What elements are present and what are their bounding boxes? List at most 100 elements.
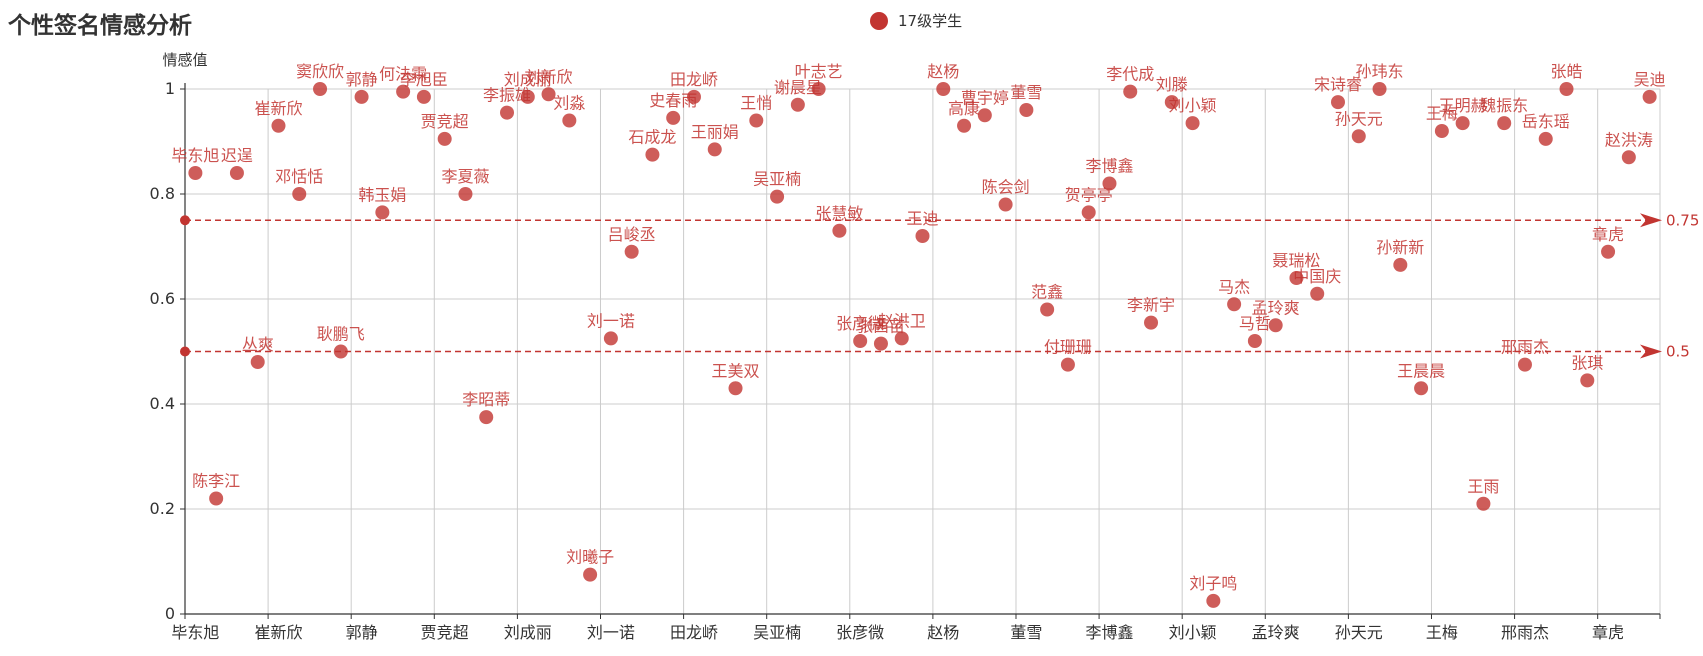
x-tick-label: 孙天元 bbox=[1335, 623, 1383, 642]
data-point-label: 聂瑞松 bbox=[1272, 251, 1320, 270]
data-point-label: 史春雨 bbox=[649, 91, 697, 110]
data-point-label: 王悄 bbox=[740, 94, 772, 113]
data-point-label: 贺亭亭 bbox=[1065, 185, 1113, 204]
data-point-label: 吴迪 bbox=[1634, 70, 1666, 89]
data-point bbox=[1580, 373, 1595, 388]
data-point-label: 王明赫 bbox=[1439, 96, 1487, 115]
data-point-label: 迟逞 bbox=[221, 146, 253, 165]
data-point bbox=[1019, 103, 1034, 117]
data-point bbox=[1040, 302, 1055, 317]
data-point bbox=[437, 131, 452, 146]
data-point bbox=[977, 108, 992, 123]
data-point-label: 王迪 bbox=[906, 209, 938, 228]
data-point bbox=[811, 82, 826, 96]
data-point bbox=[229, 166, 244, 180]
data-point bbox=[1206, 593, 1221, 608]
data-point bbox=[1621, 150, 1636, 165]
data-point-label: 章虎 bbox=[1592, 225, 1624, 244]
data-point-label: 孟玲爽 bbox=[1252, 298, 1300, 317]
data-point-label: 王丽娟 bbox=[691, 122, 739, 141]
data-point-label: 马哲 bbox=[1239, 314, 1271, 333]
y-tick-label: 0.6 bbox=[150, 289, 175, 308]
y-axis-label: 情感值 bbox=[162, 51, 207, 69]
data-point bbox=[853, 334, 868, 348]
data-point bbox=[292, 187, 307, 201]
data-point bbox=[1123, 84, 1138, 99]
data-point bbox=[1393, 257, 1408, 272]
data-point bbox=[1372, 82, 1387, 96]
data-point bbox=[396, 84, 411, 99]
data-point-label: 何法霖 bbox=[379, 65, 427, 84]
data-point bbox=[749, 113, 764, 128]
data-point-label: 李昭蒂 bbox=[462, 390, 510, 409]
data-point-label: 刘滕 bbox=[1156, 75, 1188, 94]
data-point bbox=[1538, 131, 1553, 146]
data-point bbox=[1455, 116, 1470, 131]
data-point-label: 李夏薇 bbox=[441, 167, 489, 186]
legend[interactable]: 17级学生 bbox=[870, 10, 962, 31]
markline-label: 0.75 bbox=[1666, 211, 1699, 229]
data-point-label: 付珊珊 bbox=[1044, 338, 1092, 357]
markline-layer: 0.75 0.5 bbox=[180, 211, 1699, 361]
x-tick-label: 刘小颖 bbox=[1169, 623, 1217, 642]
x-tick-label: 章虎 bbox=[1592, 623, 1624, 642]
data-point bbox=[666, 110, 681, 125]
data-point bbox=[1601, 244, 1616, 259]
data-point-label: 李振雄 bbox=[483, 86, 531, 105]
data-point-label: 马杰 bbox=[1218, 277, 1250, 296]
data-point-label: 刘子鸣 bbox=[1189, 574, 1237, 593]
data-point-label: 丛爽 bbox=[242, 335, 274, 354]
data-point-label: 张慧敏 bbox=[815, 204, 863, 223]
data-point bbox=[770, 189, 785, 204]
data-point-label: 李代成 bbox=[1106, 65, 1154, 84]
data-point-label: 窦欣欣 bbox=[296, 62, 344, 81]
data-point bbox=[645, 147, 660, 162]
data-point bbox=[188, 166, 203, 180]
data-point-label: 孙玮东 bbox=[1356, 62, 1404, 81]
data-point bbox=[1414, 381, 1429, 396]
data-point-label: 张琪 bbox=[1571, 353, 1603, 372]
data-point-label: 王雨 bbox=[1467, 477, 1499, 496]
data-point bbox=[873, 336, 888, 351]
data-point bbox=[313, 82, 328, 96]
x-tick-label: 赵杨 bbox=[927, 623, 959, 642]
data-point bbox=[416, 89, 431, 104]
data-point-label: 谢晨星 bbox=[774, 78, 822, 97]
data-point bbox=[271, 118, 286, 133]
data-point bbox=[479, 410, 494, 425]
data-point-label: 张皓 bbox=[1551, 62, 1583, 81]
data-point-label: 刘曦子 bbox=[566, 548, 614, 567]
x-tick-label: 田龙峤 bbox=[670, 623, 718, 642]
data-point bbox=[458, 187, 473, 201]
data-point bbox=[728, 381, 743, 396]
data-point-label: 王美双 bbox=[712, 361, 760, 380]
data-point bbox=[562, 113, 577, 128]
data-point bbox=[915, 229, 930, 243]
data-point-label: 赵洪涛 bbox=[1605, 130, 1653, 149]
x-tick-label: 李博鑫 bbox=[1085, 623, 1133, 642]
data-point bbox=[1642, 89, 1657, 104]
data-point-label: 邓恬恬 bbox=[275, 167, 323, 186]
data-point-label: 石成龙 bbox=[628, 128, 676, 147]
x-tick-label: 崔新欣 bbox=[254, 623, 302, 642]
data-point-label: 李旭臣 bbox=[400, 70, 448, 89]
data-point bbox=[1289, 271, 1304, 285]
data-point bbox=[707, 142, 722, 157]
data-point bbox=[583, 567, 598, 582]
x-tick-label: 郭静 bbox=[346, 623, 378, 642]
data-point-label: 张茜苗 bbox=[857, 317, 905, 336]
data-point bbox=[1268, 318, 1283, 333]
data-point-label: 刘新欣 bbox=[525, 67, 573, 86]
data-point bbox=[998, 197, 1013, 212]
data-point bbox=[500, 105, 515, 120]
data-point-label: 陈李江 bbox=[192, 472, 240, 491]
data-point-label: 刘成丽 bbox=[504, 70, 552, 89]
data-point bbox=[603, 331, 618, 346]
x-tick-label: 贾竞超 bbox=[421, 623, 469, 642]
data-point-label: 郭静 bbox=[346, 70, 378, 89]
data-point-label: 韩玉娟 bbox=[358, 185, 406, 204]
data-point bbox=[1330, 95, 1345, 110]
data-point bbox=[1102, 176, 1117, 191]
point-labels-layer: 毕东旭陈李江迟逞丛爽崔新欣邓恬恬窦欣欣耿鹏飞郭静韩玉娟何法霖李旭臣贾竞超李夏薇李… bbox=[171, 62, 1665, 593]
